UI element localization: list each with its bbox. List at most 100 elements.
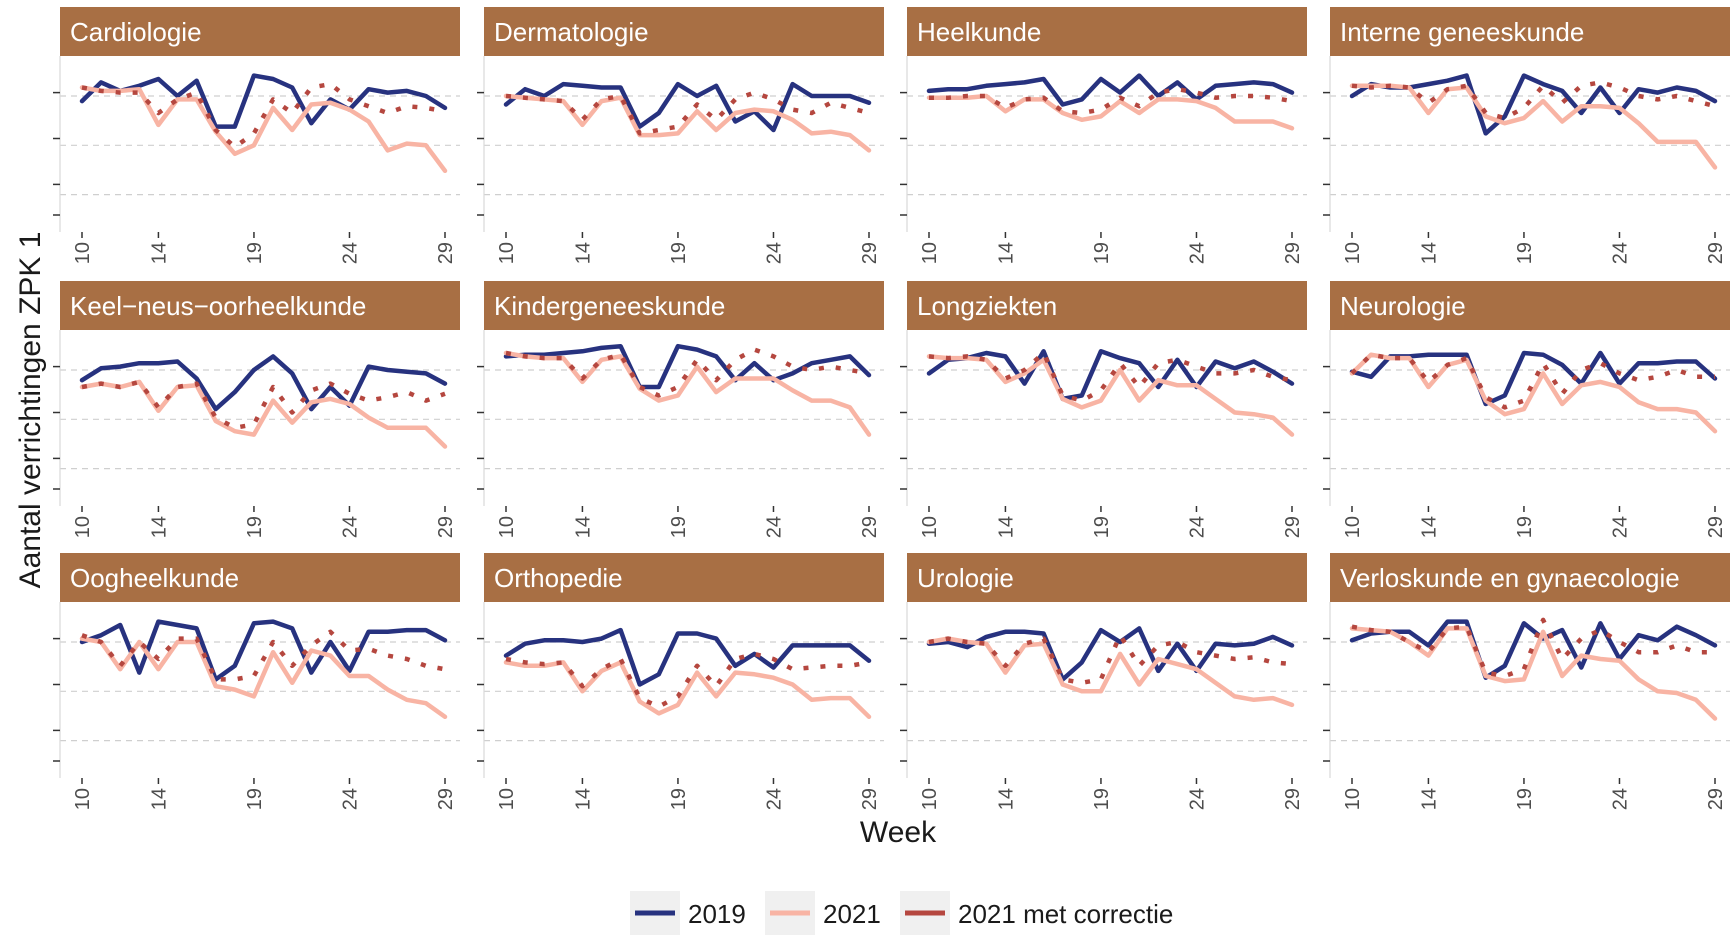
series-line-2019 — [1349, 619, 1718, 680]
x-tick-label: 14 — [1418, 788, 1440, 810]
x-tick-label: 14 — [1418, 516, 1440, 538]
series-line-2019 — [1349, 350, 1718, 407]
x-tick-label: 19 — [668, 516, 690, 538]
x-tick-label: 14 — [995, 242, 1017, 264]
x-tick-label: 10 — [919, 516, 941, 538]
x-tick-label: 24 — [339, 516, 361, 538]
x-tick-label: 24 — [1186, 788, 1208, 810]
x-tick-label: 14 — [148, 242, 170, 264]
series-line-2019 — [79, 73, 448, 129]
series-line-2021-met-correctie — [1351, 617, 1715, 679]
series-line-2021 — [1349, 83, 1718, 170]
x-tick-label: 29 — [1282, 242, 1304, 264]
x-tick-label: 14 — [995, 516, 1017, 538]
x-tick-label: 10 — [72, 242, 94, 264]
x-tick-label: 29 — [435, 242, 457, 264]
facet-panel: Orthopedie 10 14 19 24 29 — [477, 553, 884, 810]
facet-panel: Kindergeneeskunde 10 14 19 24 29 — [477, 281, 884, 538]
x-tick-label: 14 — [572, 516, 594, 538]
x-tick-label: 10 — [496, 788, 518, 810]
facet-title: Longziekten — [917, 291, 1057, 321]
series-line-2021 — [79, 85, 448, 174]
facet-title: Neurologie — [1340, 291, 1466, 321]
x-tick-label: 24 — [1609, 788, 1631, 810]
series-line-2021-met-correctie — [81, 629, 446, 682]
facet-title: Verloskunde en gynaecologie — [1340, 563, 1680, 593]
facet-title: Dermatologie — [494, 17, 649, 47]
x-tick-label: 10 — [919, 788, 941, 810]
facet-title: Cardiologie — [70, 17, 202, 47]
series-line-2021-met-correctie — [505, 90, 870, 136]
legend-label: 2021 met correctie — [958, 899, 1173, 929]
x-tick-label: 19 — [1514, 242, 1536, 264]
legend-item: 2019 — [630, 891, 746, 935]
x-tick-label: 19 — [244, 242, 266, 264]
facet-strip — [60, 553, 460, 602]
series-line-2021-met-correctie — [1350, 352, 1715, 410]
x-tick-label: 19 — [1091, 242, 1113, 264]
facet-panel: Cardiologie 10 14 19 24 29 — [53, 7, 460, 264]
series-line-2021-met-correctie — [1351, 80, 1716, 121]
x-tick-label: 24 — [1186, 242, 1208, 264]
series-line-2021 — [503, 93, 872, 153]
series-line-2021 — [926, 354, 1295, 437]
x-tick-label: 14 — [148, 516, 170, 538]
x-tick-label: 14 — [572, 242, 594, 264]
facet-strip — [484, 281, 884, 330]
x-tick-label: 29 — [1705, 516, 1727, 538]
facet-panel: Interne geneeskunde 10 14 19 24 29 — [1323, 7, 1730, 264]
x-tick-label: 14 — [572, 788, 594, 810]
x-tick-label: 24 — [763, 516, 785, 538]
x-tick-label: 19 — [1091, 788, 1113, 810]
x-tick-label: 24 — [339, 242, 361, 264]
series-line-2021 — [503, 350, 872, 437]
facet-panel: Longziekten 10 14 19 24 29 — [900, 281, 1307, 538]
facet-title: Interne geneeskunde — [1340, 17, 1584, 47]
series-line-2019 — [926, 626, 1295, 682]
series-line-2019 — [503, 81, 872, 133]
facet-strip — [484, 553, 884, 602]
x-tick-label: 19 — [244, 516, 266, 538]
facet-strip — [484, 7, 884, 56]
series-line-2021-met-correctie — [928, 350, 1293, 403]
facet-panel: Neurologie 10 14 19 24 29 — [1323, 281, 1730, 538]
x-tick-label: 24 — [1609, 242, 1631, 264]
x-tick-label: 19 — [1514, 516, 1536, 538]
facet-strip — [907, 7, 1307, 56]
facet-title: Oogheelkunde — [70, 563, 239, 593]
x-axis-title: Week — [860, 816, 937, 849]
legend-label: 2019 — [688, 899, 746, 929]
series-line-2021 — [926, 636, 1295, 708]
facet-panel: Keel−neus−oorheelkunde 10 14 19 24 29 — [53, 281, 460, 538]
facet-strip — [1330, 281, 1730, 330]
x-tick-label: 10 — [72, 788, 94, 810]
x-tick-label: 10 — [72, 516, 94, 538]
facet-strip — [1330, 7, 1730, 56]
x-tick-label: 24 — [763, 788, 785, 810]
legend: 2019 2021 2021 met correctie — [630, 891, 1173, 935]
x-tick-label: 29 — [859, 242, 881, 264]
x-tick-label: 14 — [1418, 242, 1440, 264]
x-tick-label: 19 — [668, 788, 690, 810]
x-tick-label: 24 — [1609, 516, 1631, 538]
series-line-2019 — [79, 354, 448, 412]
x-tick-label: 29 — [1282, 788, 1304, 810]
series-line-2021-met-correctie — [928, 632, 1293, 686]
facet-title: Heelkunde — [917, 17, 1041, 47]
facet-strip — [907, 553, 1307, 602]
series-line-2019 — [79, 619, 448, 682]
legend-label: 2021 — [823, 899, 881, 929]
series-line-2019 — [926, 73, 1295, 107]
facet-panel: Verloskunde en gynaecologie 10 14 19 24 29 — [1323, 553, 1730, 810]
series-line-2019 — [1349, 73, 1718, 136]
series-line-2021 — [79, 379, 448, 449]
x-tick-label: 24 — [1186, 516, 1208, 538]
facet-panel: Oogheelkunde 10 14 19 24 29 — [53, 553, 460, 810]
facet-panel: Heelkunde 10 14 19 24 29 — [900, 7, 1307, 264]
series-line-2019 — [503, 343, 872, 390]
x-tick-label: 10 — [1342, 242, 1364, 264]
facet-title: Orthopedie — [494, 563, 623, 593]
x-tick-label: 10 — [496, 516, 518, 538]
facet-strip — [60, 7, 460, 56]
